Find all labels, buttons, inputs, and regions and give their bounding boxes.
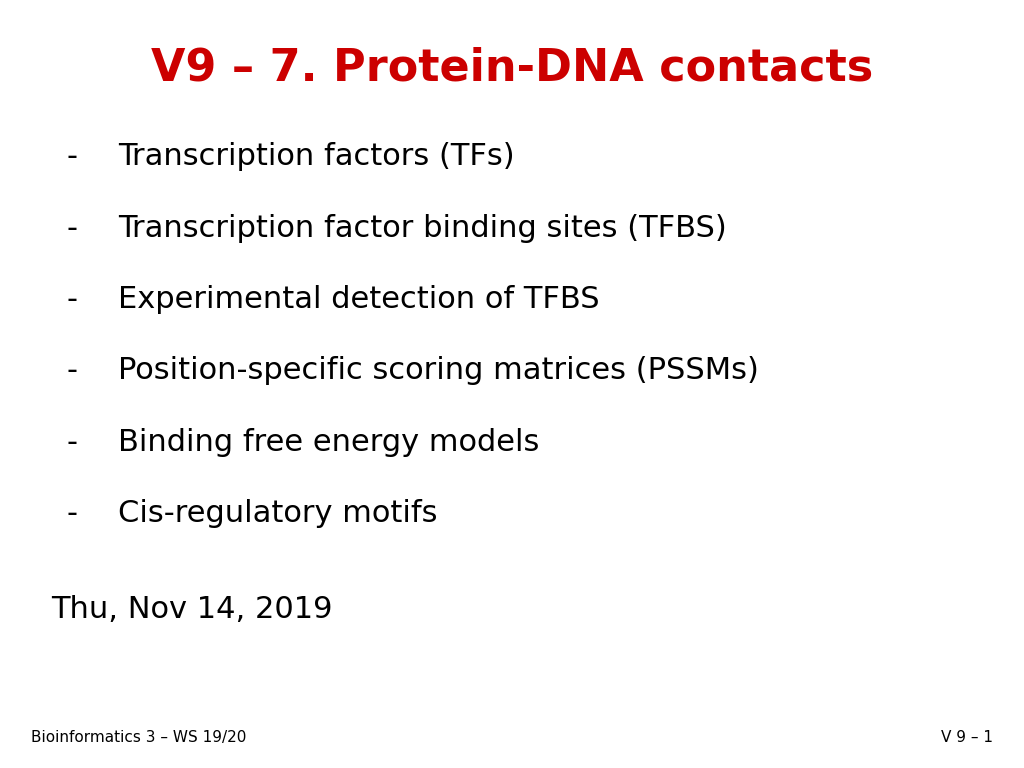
Text: Thu, Nov 14, 2019: Thu, Nov 14, 2019	[51, 595, 333, 624]
Text: -: -	[67, 356, 77, 386]
Text: V 9 – 1: V 9 – 1	[941, 730, 993, 745]
Text: Transcription factor binding sites (TFBS): Transcription factor binding sites (TFBS…	[118, 214, 726, 243]
Text: Position-specific scoring matrices (PSSMs): Position-specific scoring matrices (PSSM…	[118, 356, 759, 386]
Text: -: -	[67, 285, 77, 314]
Text: Binding free energy models: Binding free energy models	[118, 428, 539, 457]
Text: -: -	[67, 214, 77, 243]
Text: -: -	[67, 142, 77, 171]
Text: V9 – 7. Protein-DNA contacts: V9 – 7. Protein-DNA contacts	[151, 46, 873, 89]
Text: -: -	[67, 499, 77, 528]
Text: -: -	[67, 428, 77, 457]
Text: Experimental detection of TFBS: Experimental detection of TFBS	[118, 285, 599, 314]
Text: Transcription factors (TFs): Transcription factors (TFs)	[118, 142, 514, 171]
Text: Cis-regulatory motifs: Cis-regulatory motifs	[118, 499, 437, 528]
Text: Bioinformatics 3 – WS 19/20: Bioinformatics 3 – WS 19/20	[31, 730, 246, 745]
